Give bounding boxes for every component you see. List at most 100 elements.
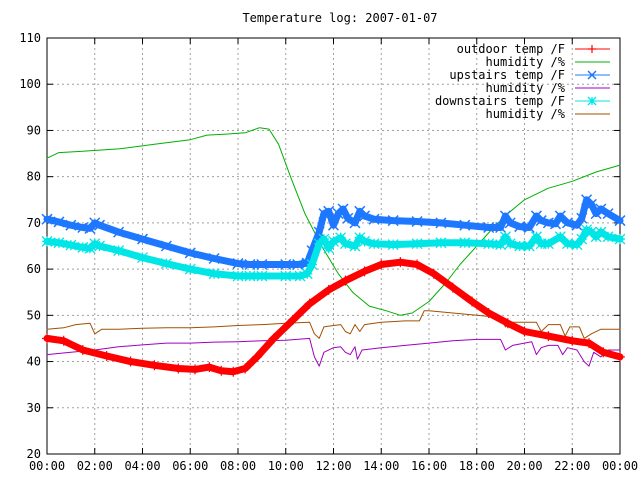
data-point: [376, 259, 387, 270]
series-line: [46, 310, 621, 339]
x-tick-label: 02:00: [77, 459, 113, 473]
data-point: [252, 351, 263, 362]
legend-label: upstairs temp /F: [449, 68, 565, 82]
x-tick-label: 06:00: [172, 459, 208, 473]
data-point: [359, 235, 370, 247]
data-point: [160, 258, 172, 270]
data-point: [173, 363, 184, 374]
x-tick-label: 04:00: [124, 459, 160, 473]
data-point: [318, 233, 330, 245]
data-point: [58, 335, 69, 346]
data-point: [595, 226, 607, 238]
data-point: [323, 242, 335, 254]
data-point: [208, 268, 220, 280]
data-point: [53, 216, 65, 228]
data-point: [280, 258, 292, 271]
data-point: [585, 198, 597, 210]
series-line: [46, 337, 621, 367]
data-point: [495, 221, 507, 234]
data-point: [615, 351, 625, 362]
data-point: [571, 219, 583, 231]
data-point: [313, 226, 325, 238]
data-point: [447, 282, 458, 293]
data-point: [335, 232, 347, 244]
data-point: [483, 238, 495, 250]
data-point: [523, 240, 535, 252]
x-tick-label: 10:00: [268, 459, 304, 473]
x-tick-label: 22:00: [554, 459, 590, 473]
data-point: [514, 240, 526, 252]
data-point: [65, 239, 77, 251]
data-point: [160, 240, 172, 252]
data-point: [514, 221, 526, 233]
data-point: [94, 240, 105, 252]
data-point: [113, 245, 125, 257]
data-point: [581, 224, 593, 236]
data-point: [41, 213, 53, 225]
data-point: [411, 238, 423, 250]
data-point: [504, 238, 516, 250]
data-point: [504, 217, 516, 229]
data-point: [567, 335, 578, 346]
data-point: [323, 205, 335, 217]
x-tick-label: 18:00: [459, 459, 495, 473]
data-point: [216, 365, 227, 376]
data-point: [435, 237, 447, 249]
legend-marker: [588, 45, 596, 53]
y-tick-label: 30: [27, 401, 41, 415]
x-tick-label: 20:00: [506, 459, 542, 473]
data-point: [576, 212, 588, 224]
data-point: [354, 232, 366, 244]
data-point: [65, 219, 77, 231]
data-point: [149, 360, 160, 371]
data-point: [294, 270, 306, 282]
data-point: [327, 219, 340, 231]
data-point: [137, 252, 148, 264]
legend-label: humidity /%: [486, 55, 566, 69]
data-point: [535, 238, 547, 250]
y-tick-label: 20: [27, 447, 41, 461]
y-tick-label: 100: [19, 77, 41, 91]
data-point: [304, 298, 315, 309]
data-point: [339, 238, 351, 250]
data-point: [240, 363, 251, 374]
data-point: [256, 258, 268, 271]
data-point: [502, 318, 513, 329]
data-point: [466, 296, 477, 307]
data-point: [292, 258, 304, 271]
data-point: [519, 326, 530, 337]
data-point: [554, 231, 566, 243]
data-point: [268, 333, 279, 344]
data-point: [190, 364, 201, 375]
data-point: [136, 233, 149, 245]
legend-marker: [587, 96, 597, 106]
data-point: [125, 356, 136, 367]
data-point: [523, 221, 535, 234]
x-tick-label: 00:00: [29, 459, 65, 473]
series-layer: [41, 127, 626, 377]
data-point: [595, 203, 607, 215]
data-point: [337, 203, 349, 215]
y-tick-label: 110: [19, 31, 41, 45]
legend-label: humidity /%: [486, 107, 566, 121]
data-point: [483, 308, 494, 319]
data-point: [583, 338, 594, 349]
y-tick-label: 50: [27, 308, 41, 322]
data-point: [542, 238, 554, 250]
x-tick-label: 00:00: [602, 459, 638, 473]
data-point: [41, 235, 53, 247]
data-point: [184, 247, 196, 259]
data-point: [561, 217, 574, 229]
data-point: [483, 221, 495, 234]
data-point: [543, 331, 554, 342]
data-point: [256, 270, 268, 282]
data-point: [77, 345, 88, 355]
data-point: [232, 270, 244, 282]
data-point: [228, 366, 239, 377]
legend-label: humidity /%: [486, 81, 566, 95]
data-point: [614, 215, 626, 227]
series-0: [42, 257, 625, 377]
data-point: [562, 238, 573, 250]
x-tick-label: 16:00: [411, 459, 447, 473]
